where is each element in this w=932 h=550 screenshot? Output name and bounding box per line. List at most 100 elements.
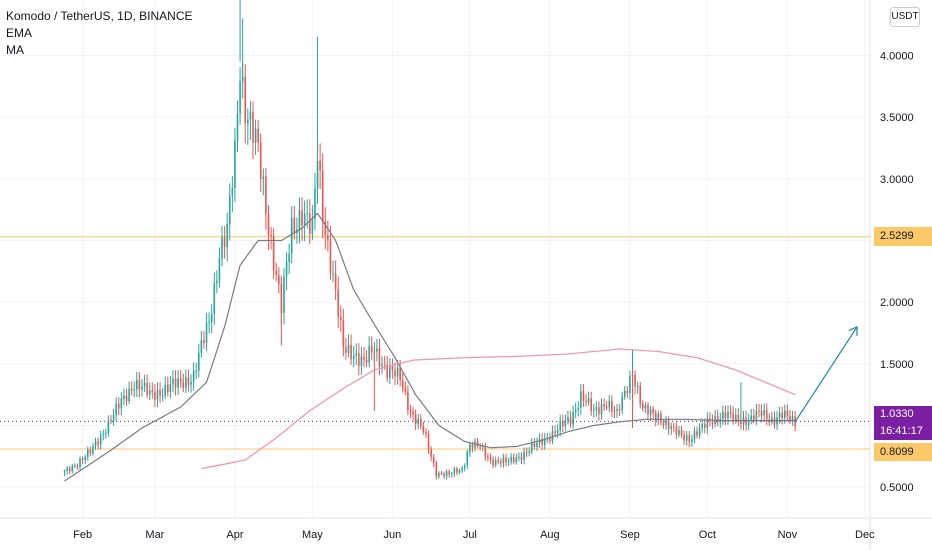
candle-body [554,431,556,434]
candle-body [316,160,319,189]
candle-body [76,465,79,467]
candle-body [213,283,216,314]
candle-body [613,410,616,412]
candle-body [275,270,278,276]
candle-body [120,398,123,409]
candle-body [556,430,559,434]
candle-body [518,456,520,458]
candle-body [654,412,657,421]
candle-body [236,113,239,141]
candle-body [267,213,270,235]
candle-body [758,410,760,412]
candle-body [94,441,97,447]
candle-body [125,395,128,402]
support-price-tag: 0.8099 [874,443,932,461]
candle-body [332,273,334,275]
candle-body [727,411,729,419]
candle-body [205,322,208,343]
candle-body [179,378,182,382]
candle-body [559,421,562,431]
candle-body [585,400,587,403]
candle-body [270,234,272,237]
candle-body [327,235,329,241]
candle-body [427,434,430,450]
candle-body [278,275,280,284]
x-tick-label: Sep [620,529,640,541]
candle-body [283,276,285,313]
candle-body [265,176,267,214]
y-tick-label: 3.0000 [880,174,914,186]
candle-body [314,188,316,220]
candle-body [680,429,683,435]
candle-body [412,412,414,415]
candle-body [763,410,765,416]
candle-body [587,398,590,403]
candle-body [492,459,494,466]
currency-button[interactable]: USDT [890,7,920,27]
candle-body [167,384,169,392]
candle-body [262,176,265,179]
candle-body [396,367,399,377]
candle-body [146,382,148,395]
candle-body [487,456,489,458]
candle-body [102,433,105,435]
candle-body [466,451,469,466]
candle-body [172,378,174,385]
candle-body [582,391,585,401]
candle-body [321,170,324,222]
candle-body [660,413,662,423]
candle-body [696,431,698,436]
candle-body [745,417,747,426]
candle-body [443,473,445,477]
candle-body [577,407,580,410]
candle-body [414,414,417,425]
resistance-price-tag: 2.5299 [874,227,932,246]
candle-body [355,353,358,356]
candle-body [791,416,794,422]
candle-body [685,435,688,441]
indicator-ema-label[interactable]: EMA [6,26,33,40]
candle-body [497,460,500,462]
candle-body [376,348,378,352]
candle-body [143,382,146,387]
candle-body [753,415,755,421]
candle-body [507,461,510,463]
candle-body [515,457,518,463]
candle-body [218,258,221,281]
candle-body [771,417,773,423]
candle-body [435,462,438,477]
candle-body [789,415,791,422]
candle-body [123,395,125,399]
candle-body [197,352,200,371]
candle-body [280,283,283,313]
y-tick-label: 0.5000 [880,482,914,494]
candle-body [784,410,786,419]
candle-body [81,458,84,460]
candle-body [672,426,675,428]
candle-body [698,428,701,436]
candle-body [623,390,626,397]
candle-body [112,414,115,422]
candle-body [618,408,621,411]
candle-body [347,344,350,353]
candle-body [272,236,275,271]
candle-body [254,128,257,143]
candle-body [642,403,644,409]
indicator-ma-label[interactable]: MA [6,43,24,57]
candle-body [288,253,290,262]
candle-body [399,367,401,380]
candle-body [670,426,673,429]
candle-body [239,80,241,114]
candle-body [626,390,629,393]
symbol-title[interactable]: Komodo / TetherUS, 1D, BINANCE [6,9,193,23]
candle-body [86,449,89,458]
candle-body [580,391,582,408]
candle-body [786,410,789,416]
candle-body [675,426,678,435]
candle-body [688,435,691,443]
candle-body [358,353,360,367]
candle-body [117,403,120,409]
x-tick-label: Feb [73,529,92,541]
candle-body [616,408,618,411]
